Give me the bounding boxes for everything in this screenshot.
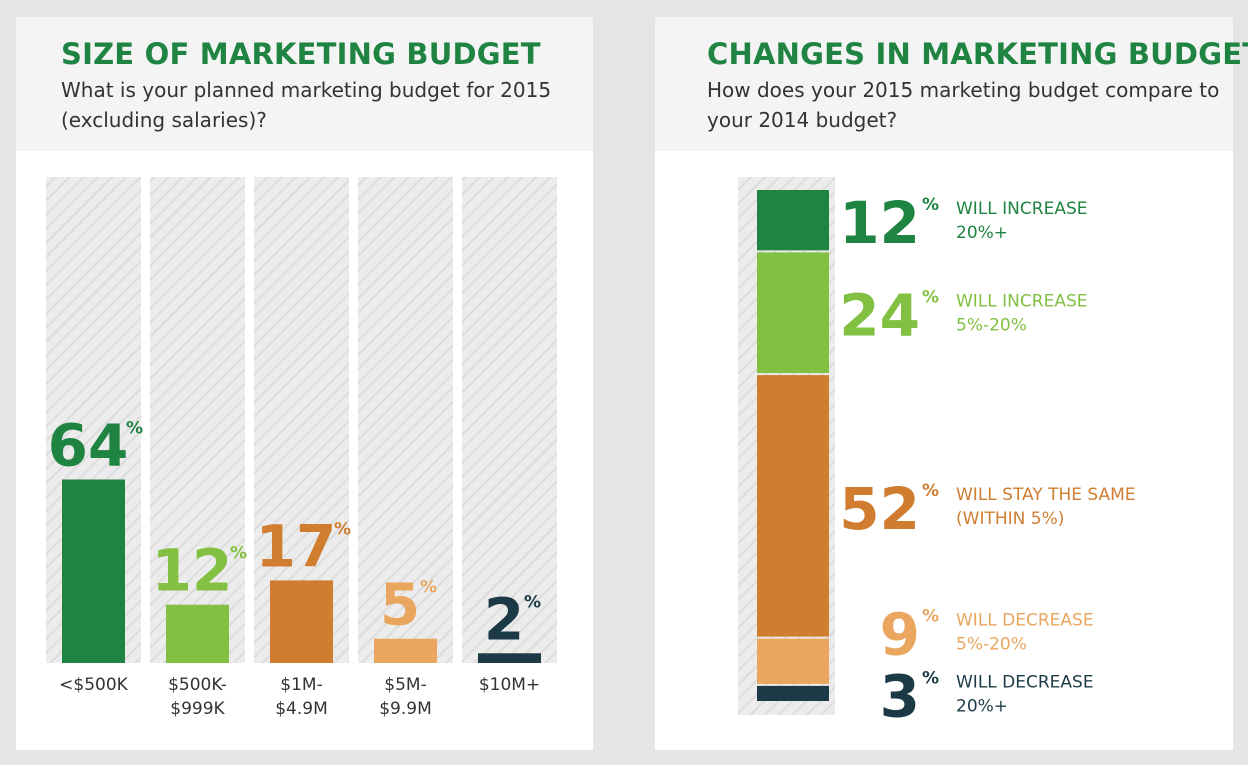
segment-category-label: WILL DECREASE: [956, 672, 1094, 692]
budget-size-panel: SIZE OF MARKETING BUDGET What is your pl…: [16, 17, 593, 750]
segment-value-label: 24: [839, 282, 920, 350]
segment-category-label: WILL DECREASE: [956, 610, 1094, 630]
bar-background-column: [150, 177, 245, 663]
budget-change-subtitle: How does your 2015 marketing budget comp…: [707, 78, 1220, 132]
stack-segment: [757, 685, 829, 701]
bar-percent-sign: %: [126, 418, 143, 438]
bar-percent-sign: %: [230, 544, 247, 564]
bar-category-label: $10M+: [479, 675, 540, 695]
bar-percent-sign: %: [524, 592, 541, 612]
segment-percent-sign: %: [922, 606, 939, 626]
bar-value-label: 5: [380, 571, 420, 639]
bar-background-column: [358, 177, 453, 663]
bar: [166, 604, 229, 663]
budget-size-title: SIZE OF MARKETING BUDGET: [61, 37, 541, 71]
bar-category-label: $999K: [170, 699, 225, 719]
segment-category-label: 20%+: [956, 223, 1008, 243]
segment-category-label: 5%-20%: [956, 634, 1027, 654]
bar-percent-sign: %: [334, 519, 351, 539]
bar: [478, 653, 541, 663]
bar-category-label: $4.9M: [275, 699, 328, 719]
bar: [270, 580, 333, 663]
segment-value-label: 3: [880, 662, 920, 730]
segment-percent-sign: %: [922, 288, 939, 308]
budget-size-bar-chart: 64% <$500K 12% $500K- $999K 17% $1M- $4.9M 5 % $5M…: [46, 177, 557, 719]
budget-change-title: CHANGES IN MARKETING BUDGET: [707, 37, 1248, 71]
budget-change-stacked-chart: 12% WILL INCREASE 20%+ 24% WILL INCREASE 5%-2…: [738, 177, 1136, 730]
bar-category-label: <$500K: [59, 675, 129, 695]
budget-change-panel: CHANGES IN MARKETING BUDGET How does you…: [655, 17, 1248, 750]
stack-segment: [757, 252, 829, 374]
bar-value-label: 12: [152, 537, 233, 605]
bar-percent-sign: %: [420, 578, 437, 598]
segment-value-label: 12: [839, 189, 920, 257]
bar: [374, 638, 437, 663]
segment-value-label: 9: [880, 600, 920, 668]
stack-segment: [757, 375, 829, 637]
segment-percent-sign: %: [922, 481, 939, 501]
bar-category-label: $1M-: [280, 675, 322, 695]
segment-category-label: WILL STAY THE SAME: [956, 485, 1136, 505]
bar-category-label: $5M-: [384, 675, 426, 695]
bar-category-label: $9.9M: [379, 699, 432, 719]
stack-segment: [757, 638, 829, 684]
segment-percent-sign: %: [922, 668, 939, 688]
budget-size-header: SIZE OF MARKETING BUDGET What is your pl…: [16, 17, 593, 151]
segment-category-label: WILL INCREASE: [956, 199, 1087, 219]
bar-category-label: $500K-: [168, 675, 227, 695]
bar-value-label: 64: [48, 411, 129, 479]
budget-size-subtitle: What is your planned marketing budget fo…: [61, 78, 552, 132]
segment-category-label: WILL INCREASE: [956, 292, 1087, 312]
bar-value-label: 17: [256, 512, 337, 580]
segment-percent-sign: %: [922, 195, 939, 215]
bar-background-column: [462, 177, 557, 663]
segment-category-label: 20%+: [956, 696, 1008, 716]
segment-category-label: (WITHIN 5%): [956, 509, 1064, 529]
segment-category-label: 5%-20%: [956, 316, 1027, 336]
bar-value-label: 2: [484, 585, 524, 653]
segment-value-label: 52: [839, 475, 920, 543]
stack-segment: [757, 190, 829, 251]
bar: [62, 479, 125, 663]
budget-change-header: CHANGES IN MARKETING BUDGET How does you…: [655, 17, 1248, 151]
